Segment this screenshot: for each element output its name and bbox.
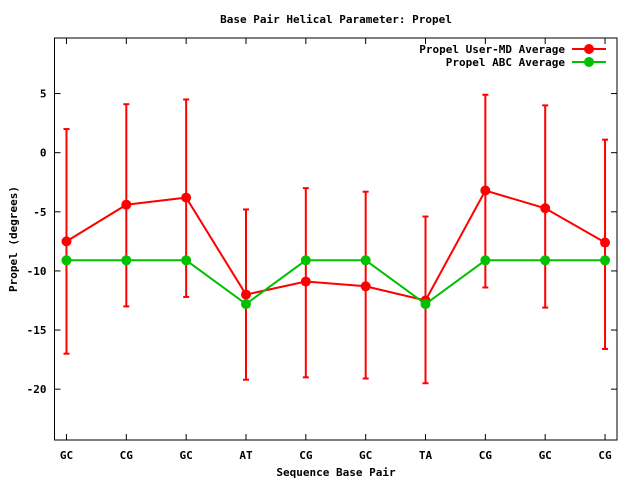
series-line: [66, 259, 606, 306]
x-axis-label: Sequence Base Pair: [276, 466, 396, 479]
data-point: [480, 255, 491, 266]
x-tick-label: CG: [299, 449, 313, 462]
data-point: [240, 299, 251, 310]
data-point: [420, 299, 431, 310]
legend-label: Propel ABC Average: [446, 56, 566, 69]
plot-frame: [54, 37, 618, 441]
data-point: [181, 255, 192, 266]
y-tick-label: -20: [27, 383, 47, 396]
y-tick-label: -10: [27, 265, 47, 278]
data-point: [121, 199, 132, 210]
legend-label: Propel User-MD Average: [419, 43, 565, 56]
data-point: [360, 255, 371, 266]
y-axis-label: Propel (degrees): [7, 186, 20, 292]
data-point: [61, 236, 72, 247]
chart-title: Base Pair Helical Parameter: Propel: [220, 13, 452, 26]
y-tick-label: 5: [40, 88, 47, 101]
x-tick-label: CG: [479, 449, 493, 462]
data-point: [540, 203, 551, 214]
data-point: [480, 185, 491, 196]
y-tick-label: -5: [33, 206, 46, 219]
data-point: [600, 255, 611, 266]
data-point: [300, 276, 311, 287]
data-point: [300, 255, 311, 266]
x-tick-label: GC: [180, 449, 193, 462]
legend-marker: [584, 57, 594, 67]
x-tick-label: CG: [598, 449, 612, 462]
legend-marker: [584, 44, 594, 54]
x-tick-label: CG: [120, 449, 134, 462]
x-tick-label: TA: [419, 449, 433, 462]
data-point: [540, 255, 551, 266]
x-tick-label: GC: [539, 449, 552, 462]
x-tick-label: GC: [60, 449, 73, 462]
y-tick-label: -15: [27, 324, 47, 337]
y-tick-label: 0: [40, 147, 47, 160]
data-point: [600, 237, 611, 248]
x-tick-label: AT: [239, 449, 253, 462]
data-point: [240, 289, 251, 300]
data-point: [121, 255, 132, 266]
data-point: [360, 281, 371, 292]
x-tick-label: GC: [359, 449, 372, 462]
series-line: [65, 189, 606, 302]
data-point: [61, 255, 72, 266]
data-point: [181, 192, 192, 203]
